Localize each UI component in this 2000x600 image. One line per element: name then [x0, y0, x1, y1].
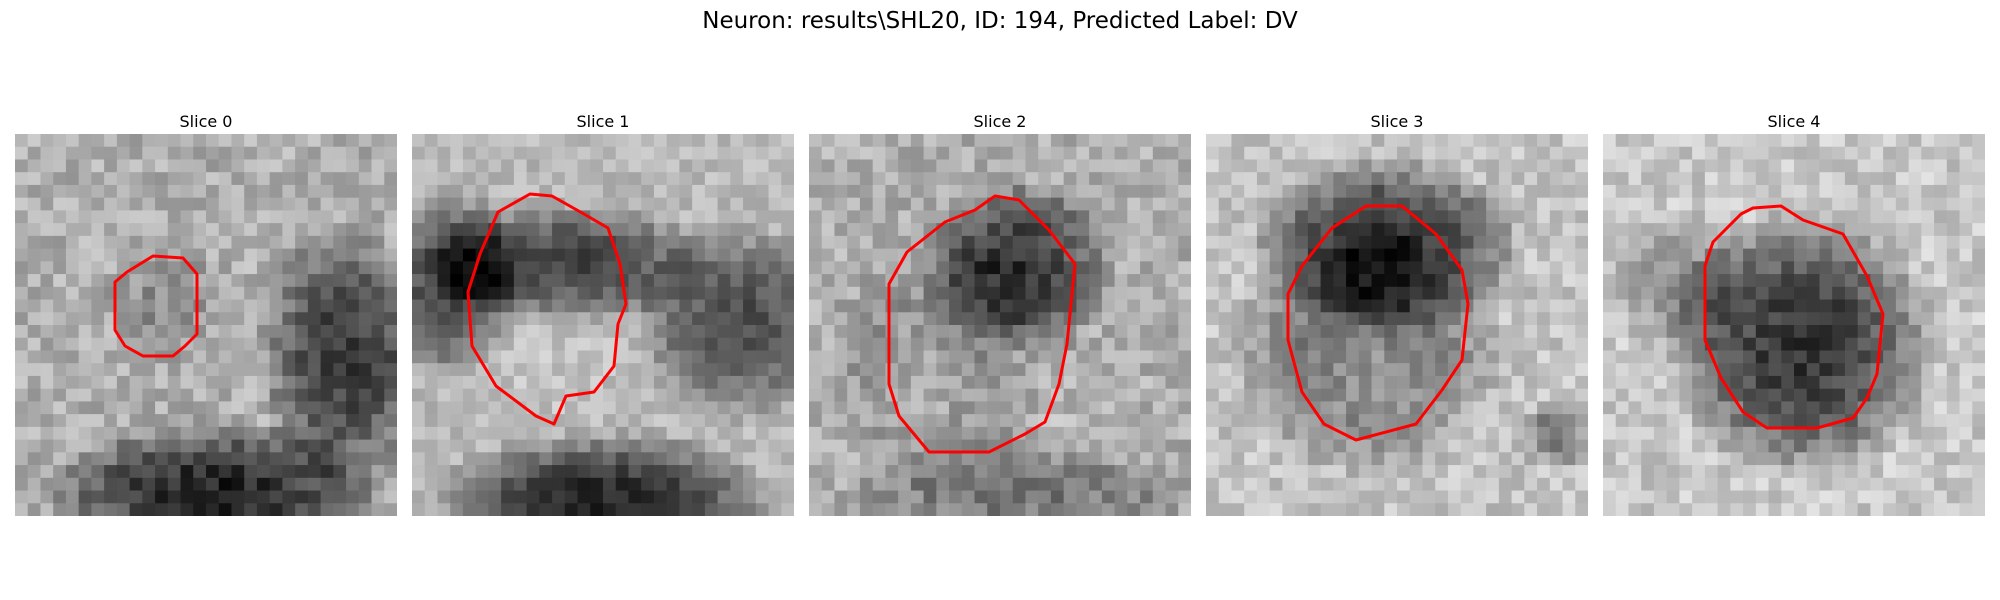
slice-title-4: Slice 4	[1767, 112, 1821, 131]
neuron-contour	[466, 192, 628, 426]
slice-panel-0: Slice 0	[15, 110, 397, 516]
pixel-grid	[412, 134, 794, 516]
figure-title: Neuron: results\SHL20, ID: 194, Predicte…	[702, 8, 1298, 34]
neuron-contour	[1703, 204, 1885, 430]
slice-panel-1: Slice 1	[412, 110, 794, 516]
slice-title-1: Slice 1	[576, 112, 630, 131]
slice-image-1	[412, 134, 794, 516]
pixel-grid	[1603, 134, 1985, 516]
slice-image-3	[1206, 134, 1588, 516]
pixel-grid	[809, 134, 1191, 516]
slice-image-4	[1603, 134, 1985, 516]
slice-image-2	[809, 134, 1191, 516]
slice-panel-3: Slice 3	[1206, 110, 1588, 516]
pixel-grid	[15, 134, 397, 516]
pixel-grid	[1206, 134, 1588, 516]
slice-image-0	[15, 134, 397, 516]
neuron-contour	[113, 254, 199, 358]
neuron-contour	[887, 194, 1077, 454]
slice-panel-2: Slice 2	[809, 110, 1191, 516]
slice-panel-4: Slice 4	[1603, 110, 1985, 516]
neuron-contour	[1286, 204, 1470, 442]
slice-title-3: Slice 3	[1370, 112, 1424, 131]
slice-title-2: Slice 2	[973, 112, 1027, 131]
slice-title-0: Slice 0	[179, 112, 233, 131]
